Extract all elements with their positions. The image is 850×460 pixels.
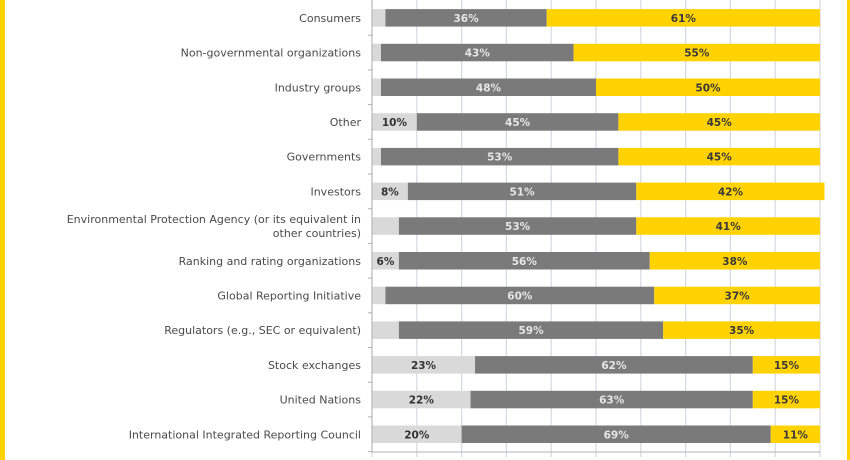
- data-label: 48%: [476, 82, 502, 94]
- data-label: 11%: [783, 429, 809, 441]
- bar-series-yellow: [663, 321, 820, 339]
- data-label: 62%: [601, 360, 627, 372]
- bar-series-yellow: [752, 356, 820, 374]
- bar-series-light: [372, 217, 399, 235]
- data-label: 22%: [409, 395, 435, 407]
- bar-series-light: [372, 147, 381, 166]
- data-label: 56%: [512, 256, 538, 268]
- category-label: Ranking and rating organizations: [179, 255, 362, 268]
- bar-series-dark: [380, 43, 574, 62]
- category-label: Other: [330, 116, 362, 129]
- bar-series-light: [372, 78, 381, 96]
- category-label: Non-governmental organizations: [181, 47, 362, 60]
- bar-series-light: [372, 321, 399, 339]
- bar-series-dark: [380, 147, 619, 166]
- data-label: 45%: [505, 117, 531, 129]
- data-label: 10%: [382, 117, 408, 129]
- data-label: 55%: [684, 48, 710, 60]
- data-label: 15%: [774, 395, 800, 407]
- data-label: 53%: [505, 221, 531, 233]
- data-label: 51%: [510, 186, 536, 198]
- bar-series-dark: [385, 286, 655, 305]
- bar-series-light: [372, 390, 471, 409]
- bar-series-light: [372, 9, 386, 27]
- bars: 36% 61% 43% 55% 48% 50% 10% 45% 45% 53% 45% 8% 51% 42…: [372, 9, 825, 443]
- data-label: 53%: [487, 152, 513, 164]
- bar-series-light: [372, 286, 386, 305]
- data-label: 8%: [381, 186, 399, 198]
- category-label: Consumers: [299, 12, 361, 25]
- bar-series-yellow: [770, 425, 820, 443]
- bar-series-dark: [398, 217, 637, 235]
- bar-series-light: [372, 43, 381, 62]
- bar-series-yellow: [636, 182, 825, 201]
- category-label: Global Reporting Initiative: [217, 289, 361, 302]
- category-labels: Consumers Non-governmental organizations I…: [67, 12, 362, 441]
- data-label: 42%: [718, 186, 744, 198]
- bar-series-light: [372, 425, 462, 443]
- axes: [368, 0, 820, 453]
- category-label: United Nations: [280, 394, 362, 407]
- data-label: 15%: [774, 360, 800, 372]
- bar-series-yellow: [618, 113, 820, 131]
- data-label: 63%: [599, 395, 625, 407]
- bar-series-yellow: [752, 390, 820, 409]
- bar-series-dark: [398, 252, 650, 270]
- category-label: International Integrated Reporting Counc…: [129, 428, 361, 441]
- frame-border-right: [847, 0, 850, 460]
- data-label: 37%: [725, 290, 751, 302]
- category-label: Investors: [310, 185, 361, 198]
- bar-series-dark: [475, 356, 753, 374]
- data-label: 43%: [465, 48, 491, 60]
- bar-series-dark: [380, 78, 596, 96]
- bar-series-yellow: [546, 9, 820, 27]
- data-label: 23%: [411, 360, 437, 372]
- category-label: Governments: [287, 151, 362, 164]
- bar-series-yellow: [636, 217, 820, 235]
- data-label: 36%: [454, 13, 480, 25]
- bar-series-light: [372, 182, 408, 201]
- bar-series-dark: [470, 390, 753, 409]
- data-label: 45%: [707, 152, 733, 164]
- data-label: 45%: [707, 117, 733, 129]
- bar-series-yellow: [618, 147, 820, 166]
- data-label: 61%: [671, 13, 697, 25]
- data-label: 20%: [404, 429, 430, 441]
- data-label: 35%: [729, 325, 755, 337]
- bar-series-light: [372, 356, 476, 374]
- category-label: Environmental Protection Agency (or its …: [67, 213, 361, 240]
- bar-series-light: [372, 252, 399, 270]
- data-label: 38%: [722, 256, 748, 268]
- category-label: Stock exchanges: [268, 359, 361, 372]
- bar-series-dark: [461, 425, 771, 443]
- data-label: 59%: [518, 325, 544, 337]
- data-label: 6%: [377, 256, 395, 268]
- category-label: Industry groups: [275, 81, 362, 94]
- bar-series-dark: [407, 182, 637, 201]
- bar-series-dark: [385, 9, 547, 27]
- bar-series-yellow: [573, 43, 820, 62]
- data-label: 41%: [716, 221, 742, 233]
- bar-series-light: [372, 113, 417, 131]
- data-label: 50%: [695, 82, 721, 94]
- frame-border-left: [0, 0, 5, 460]
- category-label: Regulators (e.g., SEC or equivalent): [164, 324, 361, 337]
- bar-series-yellow: [596, 78, 820, 96]
- data-label: 69%: [604, 429, 630, 441]
- bar-series-dark: [398, 321, 664, 339]
- bar-series-dark: [416, 113, 619, 131]
- bar-series-yellow: [654, 286, 820, 305]
- data-label: 60%: [507, 290, 533, 302]
- bar-series-yellow: [649, 252, 820, 270]
